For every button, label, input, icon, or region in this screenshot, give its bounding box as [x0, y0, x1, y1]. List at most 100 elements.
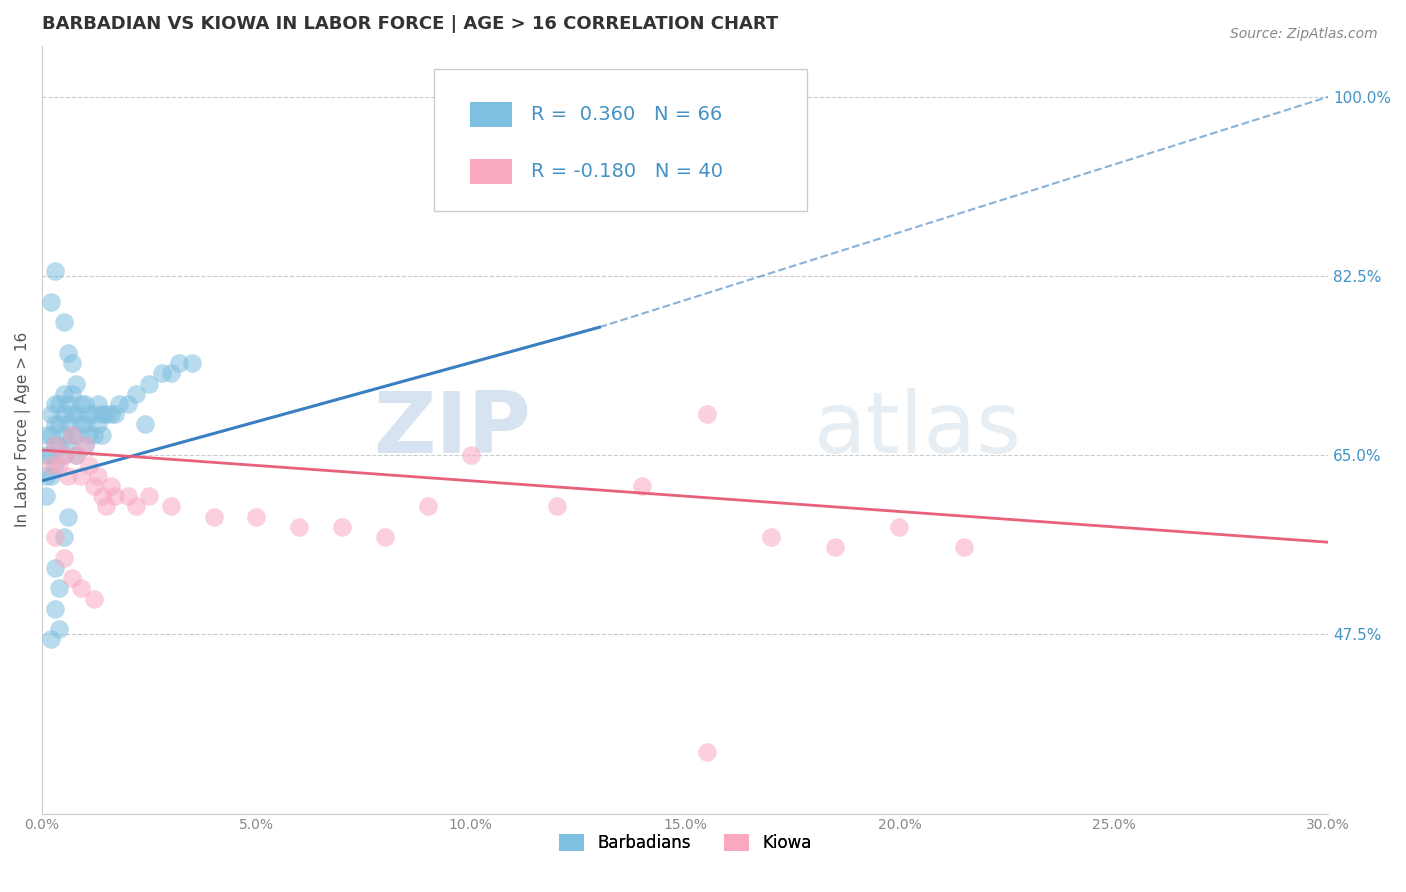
Point: [65, 427, 87, 442]
Point: [181, 356, 204, 370]
Point: [60, 386, 83, 401]
Point: [96, 500, 118, 514]
Point: [87, 417, 110, 432]
Point: [65, 376, 87, 391]
Point: [39, 427, 62, 442]
Point: [44, 458, 66, 473]
Point: [35, 468, 58, 483]
Point: [546, 500, 568, 514]
Point: [104, 407, 127, 421]
Point: [44, 397, 66, 411]
Point: [39, 448, 62, 462]
Point: [87, 468, 110, 483]
Point: [889, 520, 911, 534]
Point: [44, 438, 66, 452]
Bar: [471, 159, 512, 184]
Point: [56, 438, 79, 452]
Point: [52, 407, 75, 421]
Point: [73, 438, 96, 452]
Point: [169, 356, 191, 370]
Point: [48, 397, 70, 411]
Point: [56, 509, 79, 524]
Point: [60, 407, 83, 421]
Point: [77, 458, 100, 473]
Point: [150, 366, 173, 380]
Point: [73, 438, 96, 452]
Text: R = -0.180   N = 40: R = -0.180 N = 40: [531, 162, 723, 181]
Point: [69, 468, 91, 483]
Y-axis label: In Labor Force | Age > 16: In Labor Force | Age > 16: [15, 332, 31, 527]
Point: [35, 427, 58, 442]
Text: ZIP: ZIP: [373, 388, 531, 471]
Point: [696, 407, 718, 421]
Point: [696, 745, 718, 759]
Bar: [471, 102, 512, 127]
Point: [83, 407, 105, 421]
Point: [52, 427, 75, 442]
Point: [44, 417, 66, 432]
Point: [48, 458, 70, 473]
Point: [104, 489, 127, 503]
Point: [52, 448, 75, 462]
Point: [77, 427, 100, 442]
Point: [39, 294, 62, 309]
Point: [416, 500, 439, 514]
Point: [44, 561, 66, 575]
Point: [83, 591, 105, 606]
Point: [39, 632, 62, 647]
Point: [35, 448, 58, 462]
Point: [48, 438, 70, 452]
Point: [631, 479, 654, 493]
Point: [100, 479, 122, 493]
Point: [39, 407, 62, 421]
Point: [73, 417, 96, 432]
Point: [159, 500, 181, 514]
Text: R =  0.360   N = 66: R = 0.360 N = 66: [531, 105, 723, 124]
Point: [159, 366, 181, 380]
Point: [60, 427, 83, 442]
Point: [134, 417, 156, 432]
Point: [69, 417, 91, 432]
Point: [73, 397, 96, 411]
Point: [202, 509, 225, 524]
Point: [759, 530, 782, 544]
Point: [117, 489, 139, 503]
Point: [824, 541, 846, 555]
Text: Source: ZipAtlas.com: Source: ZipAtlas.com: [1230, 27, 1378, 41]
Text: BARBADIAN VS KIOWA IN LABOR FORCE | AGE > 16 CORRELATION CHART: BARBADIAN VS KIOWA IN LABOR FORCE | AGE …: [42, 15, 779, 33]
Point: [44, 264, 66, 278]
Point: [56, 397, 79, 411]
Point: [125, 500, 148, 514]
Point: [83, 427, 105, 442]
Point: [52, 448, 75, 462]
Point: [100, 407, 122, 421]
Point: [48, 582, 70, 596]
Point: [77, 407, 100, 421]
Point: [44, 601, 66, 615]
Point: [288, 520, 311, 534]
Point: [108, 397, 131, 411]
Point: [65, 407, 87, 421]
Point: [60, 427, 83, 442]
Point: [52, 530, 75, 544]
Point: [138, 376, 160, 391]
Legend: Barbadians, Kiowa: Barbadians, Kiowa: [553, 828, 818, 859]
Point: [245, 509, 267, 524]
Point: [56, 346, 79, 360]
Point: [35, 489, 58, 503]
Point: [39, 468, 62, 483]
Point: [39, 458, 62, 473]
Point: [96, 407, 118, 421]
Point: [56, 417, 79, 432]
Point: [44, 438, 66, 452]
Point: [69, 582, 91, 596]
Text: atlas: atlas: [814, 388, 1022, 471]
Point: [87, 397, 110, 411]
Point: [125, 386, 148, 401]
Point: [65, 448, 87, 462]
Point: [330, 520, 353, 534]
Point: [83, 479, 105, 493]
Point: [65, 448, 87, 462]
Point: [48, 622, 70, 636]
Point: [460, 448, 482, 462]
